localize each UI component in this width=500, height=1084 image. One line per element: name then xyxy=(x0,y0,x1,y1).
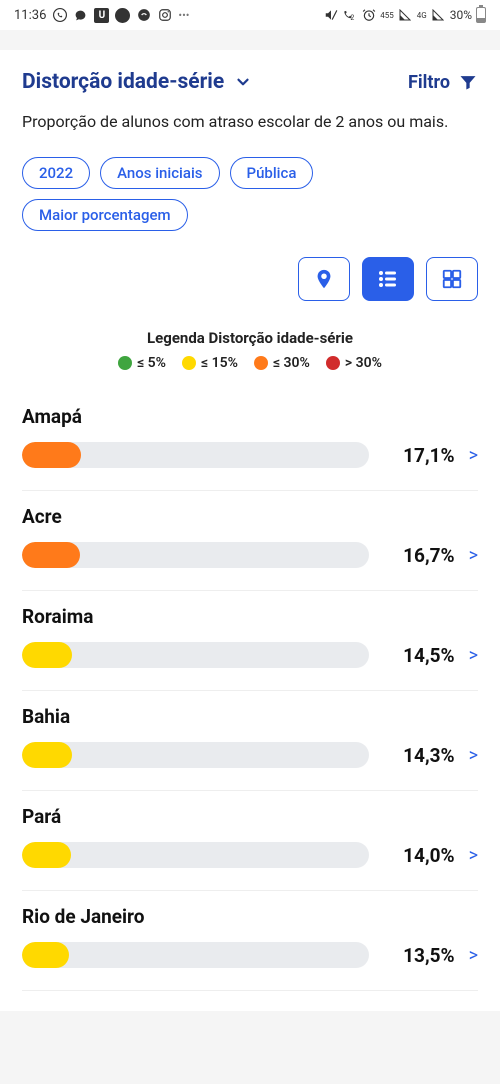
chip-network[interactable]: Pública xyxy=(230,157,314,189)
item-row: 13,5% > xyxy=(22,942,478,968)
signal-2-icon xyxy=(431,8,446,23)
page-header: Distorção idade-série Filtro xyxy=(22,70,478,94)
funnel-icon xyxy=(458,72,478,92)
legend-label-1: ≤ 5% xyxy=(137,355,166,371)
chip-year[interactable]: 2022 xyxy=(22,157,90,189)
signal-1-icon xyxy=(398,8,413,23)
status-more: ••• xyxy=(178,9,189,22)
legend: Legenda Distorção idade-série ≤ 5% ≤ 15%… xyxy=(22,329,478,371)
list-item[interactable]: Bahia 14,3% > xyxy=(22,691,478,791)
bar-track xyxy=(22,442,369,468)
alarm-icon xyxy=(361,8,376,23)
page-title-text: Distorção idade-série xyxy=(22,70,224,94)
chevron-right-icon[interactable]: > xyxy=(469,545,478,566)
list-item[interactable]: Acre 16,7% > xyxy=(22,491,478,591)
chevron-right-icon[interactable]: > xyxy=(469,745,478,766)
page-description: Proporção de alunos com atraso escolar d… xyxy=(22,110,478,133)
circle-app-icon xyxy=(136,8,151,23)
filter-label: Filtro xyxy=(408,72,450,93)
view-map-button[interactable] xyxy=(298,257,350,301)
item-value: 14,5% xyxy=(383,644,455,667)
item-row: 17,1% > xyxy=(22,442,478,468)
battery-pct: 30% xyxy=(450,8,472,22)
legend-title: Legenda Distorção idade-série xyxy=(22,329,478,347)
filter-chips: 2022 Anos iniciais Pública Maior porcent… xyxy=(22,157,478,231)
legend-dot-2 xyxy=(182,356,196,370)
whatsapp-icon xyxy=(52,8,67,23)
status-left: 11:36 U ••• xyxy=(14,8,190,23)
map-pin-icon xyxy=(313,268,335,290)
view-list-button[interactable] xyxy=(362,257,414,301)
signal-label-1: 455 xyxy=(380,11,394,20)
legend-label-3: ≤ 30% xyxy=(273,355,310,371)
item-name: Acre xyxy=(22,505,478,528)
battery-icon xyxy=(476,7,486,23)
status-time: 11:36 xyxy=(14,8,46,23)
bar-track xyxy=(22,942,369,968)
bar-track xyxy=(22,842,369,868)
list-icon xyxy=(376,267,400,291)
state-list: Amapá 17,1% > Acre 16,7% > Roraima 14,5% > Bahia 1… xyxy=(22,391,478,991)
item-name: Pará xyxy=(22,805,478,828)
item-value: 13,5% xyxy=(383,944,455,967)
item-name: Roraima xyxy=(22,605,478,628)
item-row: 14,5% > xyxy=(22,642,478,668)
list-item[interactable]: Amapá 17,1% > xyxy=(22,391,478,491)
grid-icon xyxy=(441,268,463,290)
item-row: 16,7% > xyxy=(22,542,478,568)
chat-icon xyxy=(73,8,88,23)
signal-label-2: 4G xyxy=(417,11,427,20)
item-value: 14,3% xyxy=(383,744,455,767)
legend-dot-1 xyxy=(118,356,132,370)
bar-track xyxy=(22,542,369,568)
bar-fill xyxy=(22,742,72,768)
bar-fill xyxy=(22,942,69,968)
view-toggle-group xyxy=(22,257,478,301)
status-right: 2 455 4G 30% xyxy=(323,7,486,23)
legend-bucket-4: > 30% xyxy=(326,355,382,371)
legend-bucket-1: ≤ 5% xyxy=(118,355,166,371)
item-value: 17,1% xyxy=(383,444,455,467)
list-item[interactable]: Pará 14,0% > xyxy=(22,791,478,891)
facebook-icon xyxy=(115,8,130,23)
mute-icon xyxy=(323,8,338,23)
list-item[interactable]: Rio de Janeiro 13,5% > xyxy=(22,891,478,991)
legend-label-4: > 30% xyxy=(345,355,382,371)
u-app-icon: U xyxy=(94,8,109,23)
page-content: Distorção idade-série Filtro Proporção d… xyxy=(0,50,500,1011)
list-item[interactable]: Roraima 14,5% > xyxy=(22,591,478,691)
chip-stage[interactable]: Anos iniciais xyxy=(100,157,219,189)
chevron-down-icon xyxy=(234,73,252,91)
bar-fill xyxy=(22,642,72,668)
item-row: 14,0% > xyxy=(22,842,478,868)
bar-fill xyxy=(22,542,80,568)
bar-fill xyxy=(22,842,71,868)
legend-dot-3 xyxy=(254,356,268,370)
bar-fill xyxy=(22,442,81,468)
item-name: Amapá xyxy=(22,405,478,428)
page-title-dropdown[interactable]: Distorção idade-série xyxy=(22,70,252,94)
item-value: 14,0% xyxy=(383,844,455,867)
legend-items: ≤ 5% ≤ 15% ≤ 30% > 30% xyxy=(22,355,478,371)
item-value: 16,7% xyxy=(383,544,455,567)
legend-bucket-2: ≤ 15% xyxy=(182,355,238,371)
chevron-right-icon[interactable]: > xyxy=(469,945,478,966)
item-name: Bahia xyxy=(22,705,478,728)
filter-button[interactable]: Filtro xyxy=(408,72,478,93)
legend-bucket-3: ≤ 30% xyxy=(254,355,310,371)
legend-label-2: ≤ 15% xyxy=(201,355,238,371)
volte-icon: 2 xyxy=(342,8,357,23)
chevron-right-icon[interactable]: > xyxy=(469,445,478,466)
chevron-right-icon[interactable]: > xyxy=(469,645,478,666)
legend-dot-4 xyxy=(326,356,340,370)
item-name: Rio de Janeiro xyxy=(22,905,478,928)
bar-track xyxy=(22,642,369,668)
bar-track xyxy=(22,742,369,768)
instagram-icon xyxy=(157,8,172,23)
item-row: 14,3% > xyxy=(22,742,478,768)
view-grid-button[interactable] xyxy=(426,257,478,301)
chevron-right-icon[interactable]: > xyxy=(469,845,478,866)
android-status-bar: 11:36 U ••• 2 455 4G 30% xyxy=(0,0,500,30)
chip-sort[interactable]: Maior porcentagem xyxy=(22,199,188,231)
